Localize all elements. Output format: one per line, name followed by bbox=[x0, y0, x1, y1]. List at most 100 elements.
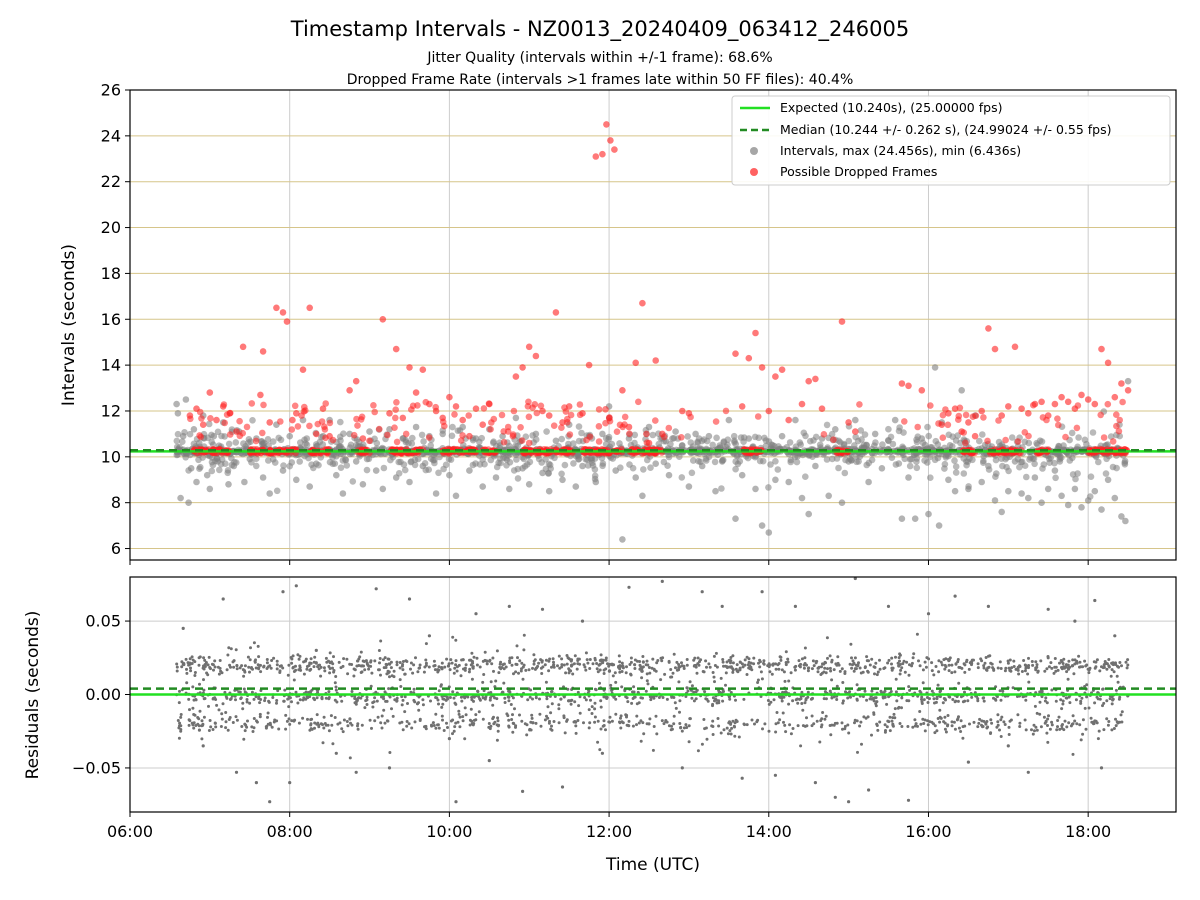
residual-point bbox=[1092, 660, 1096, 664]
residual-point bbox=[1062, 657, 1066, 661]
residual-point bbox=[800, 657, 804, 661]
dropped-frame-point bbox=[357, 416, 365, 423]
residual-point bbox=[856, 750, 859, 754]
interval-point bbox=[964, 458, 972, 466]
residual-point bbox=[406, 702, 409, 705]
dropped-frame-point-4 bbox=[213, 416, 220, 424]
interval-point-sample-123 bbox=[931, 364, 939, 371]
residual-point bbox=[1050, 720, 1054, 724]
interval-point bbox=[868, 456, 876, 464]
residual-point bbox=[507, 699, 511, 703]
dropped-frame-point bbox=[1030, 401, 1037, 409]
residual-point bbox=[493, 720, 497, 724]
residual-point bbox=[341, 730, 345, 734]
interval-point bbox=[469, 461, 477, 469]
residual-point bbox=[502, 662, 506, 666]
residual-point bbox=[853, 667, 857, 671]
interval-point bbox=[599, 462, 606, 470]
interval-point bbox=[401, 466, 409, 474]
residual-point bbox=[980, 723, 983, 727]
interval-point-sample-49 bbox=[439, 430, 447, 438]
interval-point bbox=[271, 459, 279, 466]
residual-point bbox=[818, 740, 822, 744]
residual-point bbox=[599, 727, 603, 731]
interval-point bbox=[1047, 454, 1055, 462]
interval-point bbox=[1102, 470, 1110, 477]
interval-point bbox=[835, 437, 842, 445]
residual-point bbox=[333, 681, 337, 685]
residual-point bbox=[675, 668, 679, 672]
residual-point bbox=[574, 724, 578, 728]
residual-point bbox=[556, 664, 559, 668]
residual-point bbox=[696, 749, 700, 753]
residual-point bbox=[352, 674, 356, 678]
residual-point bbox=[829, 733, 833, 737]
residual-point bbox=[862, 715, 866, 719]
dropped-frame-point-44 bbox=[519, 364, 526, 371]
interval-point bbox=[861, 431, 869, 438]
residual-point bbox=[588, 721, 592, 725]
interval-point-sample-84 bbox=[672, 428, 679, 435]
residual-point bbox=[281, 666, 285, 670]
residual-point bbox=[776, 721, 780, 725]
residual-point bbox=[240, 725, 244, 728]
residual-point bbox=[417, 695, 421, 699]
residual-point bbox=[1054, 699, 1058, 703]
residual-point bbox=[645, 679, 649, 683]
interval-point bbox=[247, 438, 254, 446]
intervals-reference-lines bbox=[130, 448, 1176, 453]
residual-point bbox=[1027, 680, 1031, 684]
residual-point bbox=[698, 660, 701, 664]
residual-point bbox=[564, 671, 568, 675]
residual-point bbox=[594, 688, 598, 692]
residual-point bbox=[998, 728, 1001, 732]
residual-point bbox=[759, 670, 763, 674]
interval-point bbox=[269, 438, 277, 445]
residual-point bbox=[1101, 687, 1105, 691]
residual-point bbox=[548, 719, 551, 723]
residual-point bbox=[692, 664, 696, 668]
residual-point bbox=[283, 688, 287, 692]
residual-point bbox=[726, 732, 730, 736]
residual-point bbox=[885, 702, 889, 706]
residual-point bbox=[461, 719, 465, 723]
dropped-frame-point-57 bbox=[607, 137, 614, 144]
residual-point bbox=[868, 663, 872, 667]
residual-point bbox=[884, 729, 887, 732]
residual-point bbox=[270, 725, 274, 729]
residual-point bbox=[648, 717, 652, 721]
residual-point bbox=[571, 672, 575, 676]
interval-point bbox=[957, 439, 964, 447]
residual-point bbox=[265, 658, 269, 661]
residual-point bbox=[504, 665, 508, 669]
residual-point bbox=[257, 655, 261, 659]
interval-point-sample-34 bbox=[339, 490, 347, 497]
residual-point bbox=[202, 678, 205, 682]
interval-point-sample-109 bbox=[838, 499, 846, 507]
dropped-frame-point-55 bbox=[599, 150, 606, 158]
intervals-ytick-label-1: 8 bbox=[111, 493, 121, 512]
residual-point bbox=[578, 711, 582, 715]
residual-point bbox=[821, 711, 825, 714]
residual-point bbox=[823, 717, 827, 721]
residual-point bbox=[753, 722, 756, 726]
residual-point bbox=[452, 671, 456, 675]
residual-point bbox=[213, 665, 217, 669]
dropped-frame-point bbox=[488, 419, 495, 426]
residual-point bbox=[437, 726, 441, 730]
residual-point bbox=[782, 720, 785, 724]
residual-point bbox=[639, 719, 643, 723]
interval-point bbox=[660, 458, 668, 466]
residual-point bbox=[617, 654, 621, 658]
residual-point bbox=[1119, 713, 1123, 717]
residual-point bbox=[911, 725, 915, 729]
residual-point bbox=[602, 668, 606, 672]
dropped-frame-point bbox=[294, 423, 302, 430]
residual-point bbox=[461, 658, 465, 662]
residual-point bbox=[211, 696, 215, 700]
residual-point bbox=[946, 723, 950, 727]
residual-point bbox=[1056, 668, 1060, 672]
residual-point bbox=[407, 722, 411, 726]
residual-point bbox=[1042, 715, 1046, 719]
residual-point bbox=[496, 719, 500, 723]
